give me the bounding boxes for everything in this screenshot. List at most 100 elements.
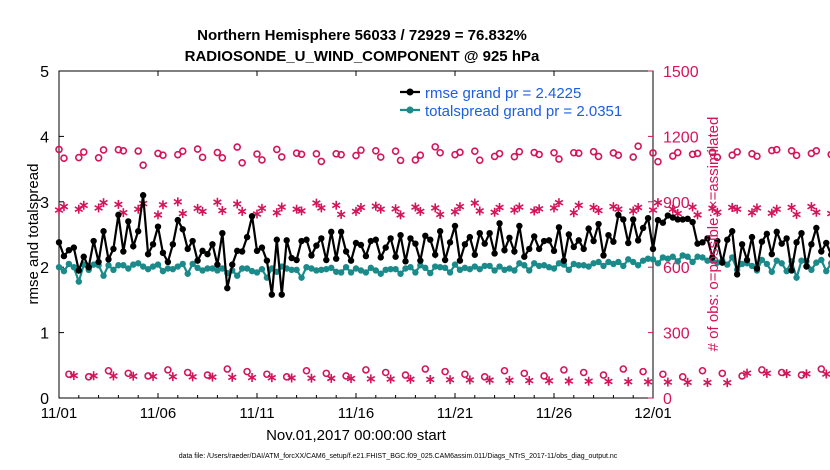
obs-assimilated-point-low <box>623 377 633 387</box>
totalspread-point <box>699 254 706 261</box>
totalspread-point <box>793 274 800 281</box>
totalspread-point <box>139 263 147 270</box>
obs-possible-point <box>159 151 167 159</box>
rmse-point <box>224 284 231 292</box>
rmse-point <box>788 267 795 274</box>
obs-possible-point <box>55 145 63 154</box>
rmse-point <box>120 248 127 255</box>
totalspread-point <box>550 265 558 272</box>
totalspread-point <box>669 253 676 260</box>
rmse-point <box>575 237 582 244</box>
rmse-point <box>229 261 236 268</box>
rmse-point <box>461 241 469 248</box>
totalspread-point <box>605 258 612 266</box>
rmse-point <box>412 240 419 247</box>
rmse-point <box>580 245 587 253</box>
obs-possible-point <box>178 147 187 156</box>
obs-assimilated-point <box>376 204 386 214</box>
totalspread-point <box>258 265 266 273</box>
rmse-point <box>496 220 503 227</box>
obs-assimilated-point <box>589 202 598 212</box>
rmse-point <box>204 250 211 258</box>
rmse-point <box>70 244 78 251</box>
left-y-axis-label: rmse and totalspread <box>25 164 42 305</box>
totalspread-point <box>738 260 746 268</box>
left-y-axis-ticks: 0 1 2 3 4 5 <box>40 64 64 408</box>
totalspread-point <box>639 257 647 264</box>
x-axis-ticks: 11/01 11/06 11/11 11/16 11/21 11/26 12/01 <box>41 71 672 422</box>
totalspread-point <box>778 260 785 267</box>
totalspread-point <box>610 260 617 268</box>
obs-assimilated-point <box>331 200 341 210</box>
totalspread-point <box>367 264 375 272</box>
obs-assimilated-point <box>772 204 782 214</box>
totalspread-point <box>120 262 127 269</box>
obs-possible-point-low <box>639 367 647 376</box>
obs-possible-point-low <box>619 365 628 373</box>
obs-assimilated-point-low <box>465 375 475 385</box>
totalspread-point <box>135 260 142 267</box>
obs-possible-point <box>767 146 776 155</box>
obs-possible-point <box>198 153 207 162</box>
rmse-point <box>110 245 117 253</box>
rmse-point <box>328 228 335 236</box>
obs-possible-point-low <box>124 369 133 378</box>
obs-assimilated-point <box>59 202 69 212</box>
obs-assimilated-point <box>792 209 801 219</box>
rmse-point <box>248 212 256 220</box>
obs-possible-point <box>416 151 425 159</box>
rmse-point <box>486 229 493 237</box>
obs-assimilated-point <box>648 205 658 215</box>
rmse-point <box>308 252 315 259</box>
rmse-point <box>392 253 399 260</box>
rmse-point <box>634 237 642 244</box>
rmse-point <box>446 239 454 246</box>
obs-assimilated-point <box>708 203 717 213</box>
obs-possible-point <box>673 148 682 157</box>
totalspread-point <box>412 269 419 276</box>
totalspread-point <box>372 267 379 274</box>
obs-possible-point-low <box>164 366 172 374</box>
obs-assimilated-point <box>114 199 123 209</box>
rmse-point <box>818 248 825 255</box>
obs-assimilated-point <box>653 198 663 208</box>
rmse-point <box>214 261 221 268</box>
obs-possible-point <box>812 146 821 155</box>
rmse-point <box>323 256 330 264</box>
totalspread-point <box>417 262 424 269</box>
totalspread-point <box>758 256 766 264</box>
obs-assimilated-point-low <box>524 376 534 386</box>
obs-assimilated-point-low <box>69 371 79 381</box>
obs-possible-point <box>357 146 365 154</box>
rmse-point <box>649 245 657 253</box>
obs-possible-point-low <box>599 371 608 379</box>
obs-possible-point-low <box>738 372 746 380</box>
obs-assimilated-point <box>668 204 678 214</box>
obs-assimilated-point <box>351 206 361 216</box>
obs-possible-point-low <box>362 366 370 374</box>
totalspread-point <box>659 254 667 261</box>
right-y-tick-label: 900 <box>663 195 690 212</box>
totalspread-point <box>427 269 434 277</box>
rmse-point <box>179 226 186 233</box>
obs-assimilated-point-low <box>505 375 514 385</box>
obs-assimilated-point <box>633 202 643 212</box>
obs-assimilated-point <box>178 209 188 219</box>
rmse-point <box>600 252 607 259</box>
obs-assimilated-point-low <box>584 376 593 386</box>
rmse-point <box>570 243 577 251</box>
rmse-point <box>402 258 409 265</box>
rmse-point <box>451 222 459 230</box>
totalspread-point <box>184 270 191 277</box>
plot-frame <box>58 70 654 399</box>
obs-possible-point <box>119 146 128 155</box>
rmse-point <box>659 219 667 226</box>
rmse-point <box>679 216 686 223</box>
x-tick-label: 12/01 <box>634 405 672 422</box>
obs-possible-point-low <box>520 369 529 378</box>
totalspread-point <box>174 263 181 270</box>
totalspread-point <box>308 265 315 272</box>
totalspread-point <box>402 265 409 272</box>
rmse-point <box>664 212 672 219</box>
obs-assimilated-point <box>693 210 702 220</box>
